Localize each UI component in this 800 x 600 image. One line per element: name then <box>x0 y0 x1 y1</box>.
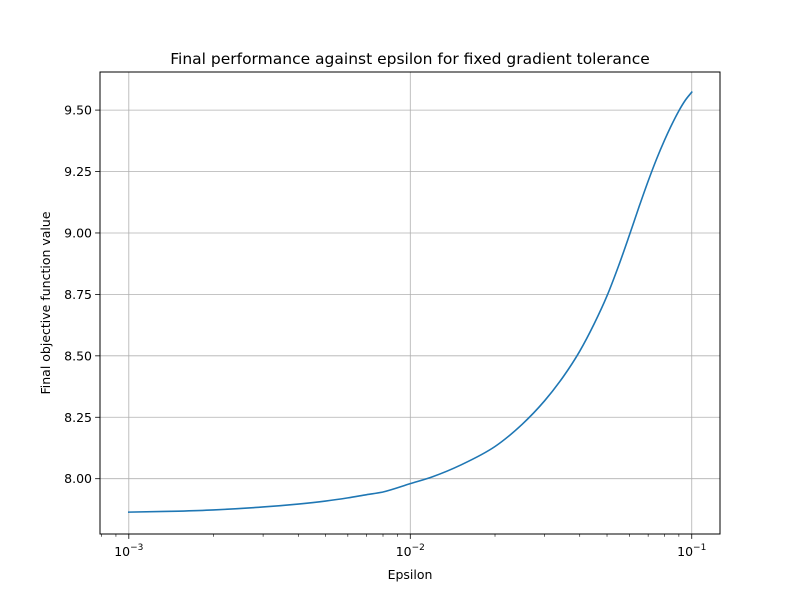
y-tick-label-0: 8.00 <box>64 471 92 486</box>
x-tick-label-0: 10−3 <box>114 543 143 559</box>
x-tick-exponent-1: −2 <box>412 543 425 553</box>
grid-lines <box>100 72 720 534</box>
series-line-0 <box>127 91 693 513</box>
y-tick-label-4: 9.00 <box>64 225 92 240</box>
x-tick-label-1: 10−2 <box>396 543 425 559</box>
x-tick-base-1: 10 <box>396 544 412 559</box>
y-tick-label-6: 9.50 <box>64 103 92 118</box>
y-tick-label-2: 8.50 <box>64 348 92 363</box>
y-tick-label-5: 9.25 <box>64 164 92 179</box>
ticks: 10−3 10−2 10−18.008.258.508.759.009.259.50 <box>64 103 706 559</box>
x-tick-label-2: 10−1 <box>677 543 706 559</box>
x-tick-exponent-2: −1 <box>693 543 706 553</box>
x-tick-base-2: 10 <box>677 544 693 559</box>
chart-title: Final performance against epsilon for fi… <box>170 50 650 68</box>
x-tick-base-0: 10 <box>114 544 130 559</box>
x-axis-label: Epsilon <box>388 567 433 582</box>
y-tick-label-1: 8.25 <box>64 410 92 425</box>
series-layer <box>127 91 693 513</box>
x-tick-exponent-0: −3 <box>130 543 143 553</box>
y-axis-label: Final objective function value <box>38 211 53 394</box>
y-tick-label-3: 8.75 <box>64 287 92 302</box>
